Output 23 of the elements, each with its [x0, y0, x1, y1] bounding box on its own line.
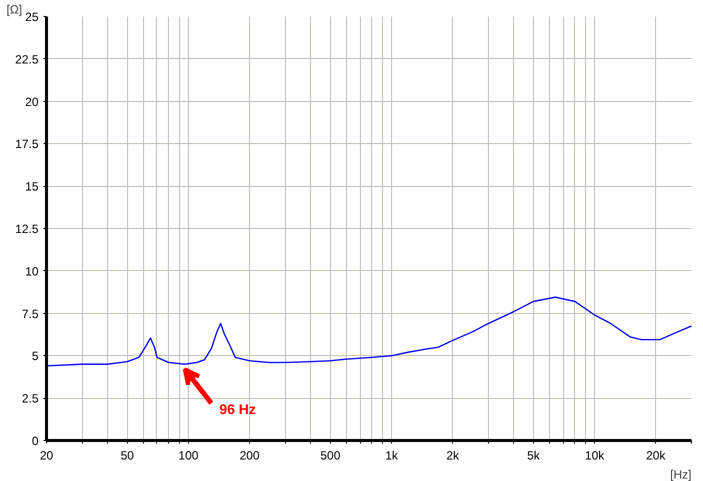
y-tick-label: 2.5: [22, 392, 39, 406]
annotation: 96 Hz: [219, 401, 256, 418]
y-tick-label: 25: [25, 10, 39, 24]
y-axis-title: [Ω]: [6, 2, 22, 16]
x-tick-label: 500: [320, 448, 341, 462]
y-tick-label: 0: [32, 434, 39, 448]
y-tick-label: 20: [25, 94, 39, 109]
x-tick-label: 2k: [446, 448, 460, 462]
y-tick-label: 15: [25, 180, 39, 194]
y-tick-label: 7.5: [22, 306, 39, 321]
y-tick-label: 17.5: [15, 137, 39, 152]
y-tick-label: 22.5: [15, 52, 39, 66]
x-tick-label: 50: [120, 448, 134, 462]
x-tick-label: 200: [240, 448, 260, 462]
y-tick-label: 5: [32, 349, 39, 364]
y-tick-label: 12.5: [15, 222, 39, 236]
x-tick-label: 100: [178, 448, 199, 462]
x-axis-title: [Hz]: [670, 468, 692, 481]
x-tick-label: 10k: [584, 448, 606, 462]
x-tick-label: 1k: [385, 448, 399, 462]
y-tick-label: 10: [25, 264, 39, 278]
x-tick-label: 20k: [646, 448, 666, 462]
x-tick-label: 5k: [527, 448, 541, 462]
